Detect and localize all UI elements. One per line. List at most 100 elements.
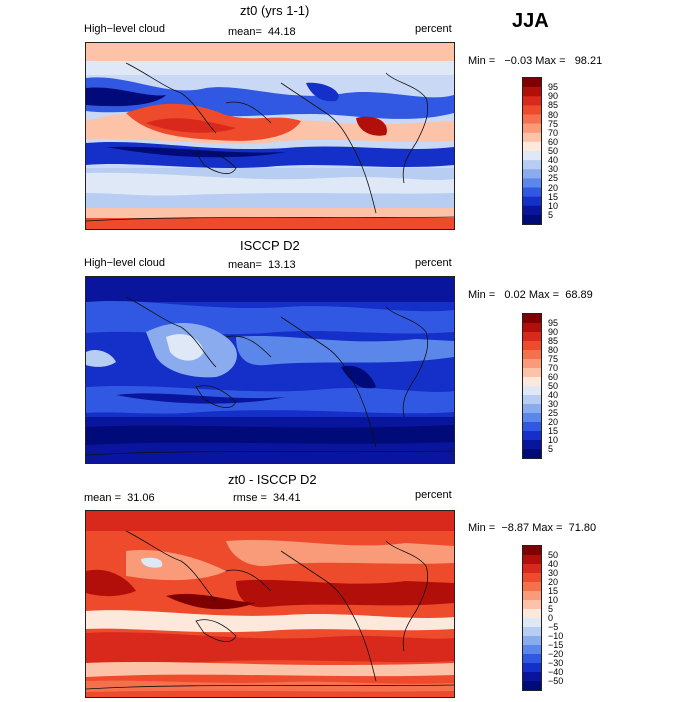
panel-1-colorbar-swatches — [523, 78, 541, 225]
colorbar-swatch — [523, 591, 541, 601]
colorbar-tick-label: 15 — [548, 586, 559, 596]
colorbar-swatch — [523, 132, 541, 143]
colorbar-tick-label: 25 — [548, 173, 559, 184]
colorbar-tick-label: 50 — [548, 146, 559, 156]
panel-3-units-label: percent — [415, 489, 452, 501]
colorbar-swatch — [523, 350, 541, 360]
panel-2-minmax: Min = 0.02 Max = 68.89 — [468, 289, 593, 301]
panel-2-colorbar-swatches — [523, 314, 541, 459]
colorbar-tick-label: 5 — [548, 444, 554, 454]
panel-3-colorbar-swatches — [523, 546, 541, 691]
panel-2-field — [85, 277, 455, 463]
colorbar-tick-label: 15 — [548, 191, 559, 202]
panel-2-variable-label: High−level cloud — [84, 257, 166, 269]
colorbar-tick-label: 50 — [548, 381, 559, 391]
panel-3-minmax: Min = −8.87 Max = 71.80 — [468, 522, 597, 534]
colorbar-swatch — [523, 422, 541, 432]
colorbar-tick-label: 85 — [548, 336, 559, 346]
colorbar-swatch — [523, 78, 541, 88]
colorbar-tick-label: 80 — [548, 345, 559, 355]
colorbar-tick-label: 30 — [548, 164, 559, 175]
colorbar-tick-label: 40 — [548, 155, 559, 166]
panel-1-map — [85, 42, 455, 230]
colorbar-swatch — [523, 105, 541, 115]
colorbar-swatch — [523, 214, 541, 225]
panel-3-title: zt0 - ISCCP D2 — [228, 472, 317, 487]
panel-1-minmax: Min = −0.03 Max = 98.21 — [468, 55, 603, 67]
colorbar-tick-label: −30 — [548, 658, 564, 668]
colorbar-tick-label: −50 — [548, 676, 564, 686]
colorbar-tick-label: 70 — [548, 363, 559, 373]
colorbar-swatch — [523, 341, 541, 351]
panel-1-title: zt0 (yrs 1-1) — [240, 3, 310, 18]
colorbar-tick-label: 10 — [548, 200, 559, 211]
colorbar-tick-label: 40 — [548, 390, 559, 400]
colorbar-swatch — [523, 323, 541, 333]
colorbar-swatch — [523, 618, 541, 628]
colorbar-tick-label: 20 — [548, 182, 559, 193]
colorbar-swatch — [523, 413, 541, 423]
colorbar-tick-label: −10 — [548, 631, 564, 641]
colorbar-tick-label: 30 — [548, 568, 559, 578]
colorbar-swatch — [523, 87, 541, 97]
colorbar-swatch — [523, 681, 541, 691]
colorbar-tick-label: 90 — [548, 327, 559, 337]
panel-3-map — [85, 510, 455, 698]
panel-1-colorbar — [522, 77, 542, 225]
colorbar-swatch — [523, 404, 541, 414]
colorbar-swatch — [523, 654, 541, 664]
colorbar-tick-label: 25 — [548, 408, 559, 418]
colorbar-swatch — [523, 205, 541, 216]
colorbar-swatch — [523, 546, 541, 556]
colorbar-tick-label: 75 — [548, 354, 559, 364]
colorbar-tick-label: 0 — [548, 613, 554, 623]
colorbar-swatch — [523, 645, 541, 655]
panel-2-mean-label: mean= 13.13 — [228, 259, 296, 271]
colorbar-tick-label: 85 — [548, 100, 559, 111]
colorbar-swatch — [523, 609, 541, 619]
colorbar-swatch — [523, 196, 541, 207]
colorbar-swatch — [523, 332, 541, 342]
panel-1-field — [85, 43, 455, 229]
panel-1-mean-label: mean= 44.18 — [228, 26, 296, 38]
colorbar-swatch — [523, 178, 541, 188]
colorbar-swatch — [523, 386, 541, 396]
colorbar-swatch — [523, 672, 541, 682]
colorbar-swatch — [523, 169, 541, 179]
colorbar-swatch — [523, 440, 541, 450]
panel-2-units-label: percent — [415, 257, 452, 269]
colorbar-tick-label: 10 — [548, 435, 559, 445]
colorbar-swatch — [523, 96, 541, 106]
colorbar-swatch — [523, 663, 541, 673]
colorbar-tick-label: 50 — [548, 550, 559, 560]
colorbar-tick-label: 10 — [548, 595, 559, 605]
panel-3-colorbar — [522, 545, 542, 691]
colorbar-tick-label: 95 — [548, 82, 559, 93]
colorbar-tick-label: 5 — [548, 209, 554, 220]
colorbar-swatch — [523, 114, 541, 124]
colorbar-tick-label: −15 — [548, 640, 564, 650]
colorbar-tick-label: −20 — [548, 649, 564, 659]
colorbar-swatch — [523, 555, 541, 565]
colorbar-swatch — [523, 582, 541, 592]
panel-1-units-label: percent — [415, 23, 452, 35]
colorbar-swatch — [523, 377, 541, 387]
colorbar-tick-label: 80 — [548, 109, 559, 120]
colorbar-tick-label: −40 — [548, 667, 564, 677]
colorbar-swatch — [523, 141, 541, 152]
panel-3-rmse-label: rmse = 34.41 — [233, 492, 301, 504]
colorbar-swatch — [523, 123, 541, 134]
colorbar-tick-label: 95 — [548, 318, 559, 328]
colorbar-swatch — [523, 187, 541, 197]
colorbar-tick-label: 5 — [548, 604, 554, 614]
colorbar-swatch — [523, 449, 541, 459]
colorbar-tick-label: 90 — [548, 91, 559, 102]
panel-2-map — [85, 276, 455, 464]
colorbar-swatch — [523, 151, 541, 161]
colorbar-swatch — [523, 160, 541, 170]
panel-2-colorbar — [522, 313, 542, 459]
colorbar-tick-label: 60 — [548, 136, 559, 147]
colorbar-tick-label: 20 — [548, 577, 559, 587]
colorbar-tick-label: 20 — [548, 417, 559, 427]
season-label: JJA — [512, 10, 549, 32]
